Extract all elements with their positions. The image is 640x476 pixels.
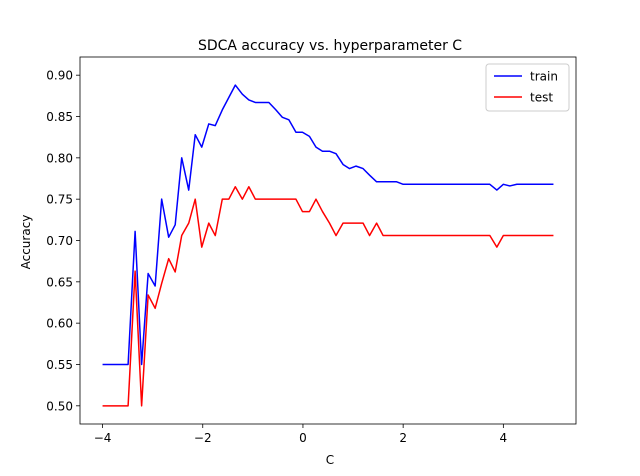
y-tick-label: 0.75 (46, 193, 73, 207)
legend-label-test: test (530, 91, 553, 105)
y-tick-label: 0.85 (46, 110, 73, 124)
y-tick-label: 0.90 (46, 69, 73, 83)
y-tick-label: 0.55 (46, 358, 73, 372)
x-tick-label: 4 (500, 431, 508, 445)
x-tick-label: −4 (94, 431, 112, 445)
y-tick-label: 0.65 (46, 275, 73, 289)
x-tick-label: −2 (194, 431, 212, 445)
chart-title: SDCA accuracy vs. hyperparameter C (198, 38, 462, 54)
plot-area (102, 84, 554, 407)
legend: train test (485, 63, 570, 112)
x-tick-label: 0 (299, 431, 307, 445)
series-line-test (102, 186, 554, 407)
series-line-train (102, 84, 554, 366)
y-axis-title: Accuracy (19, 215, 33, 270)
y-tick-label: 0.60 (46, 317, 73, 331)
axis-ticks: −4 −2 0 2 4 0.50 0.55 0.60 0.65 0.70 0.75 0.80 0.85 0… (46, 69, 507, 445)
y-tick-label: 0.80 (46, 151, 73, 165)
y-tick-label: 0.50 (46, 399, 73, 413)
x-axis-title: C (326, 453, 334, 467)
y-tick-label: 0.70 (46, 234, 73, 248)
legend-label-train: train (530, 70, 558, 84)
x-tick-label: 2 (399, 431, 407, 445)
